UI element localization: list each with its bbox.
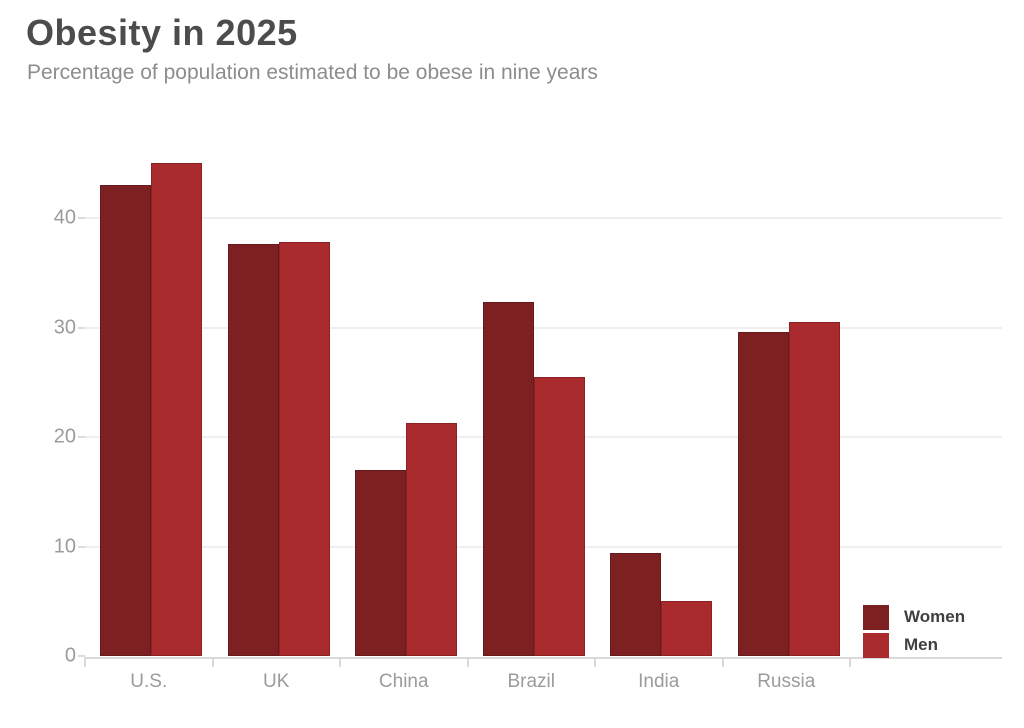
bar-women-uk[interactable] — [227, 244, 279, 656]
legend-swatch-women-icon — [863, 604, 889, 630]
x-axis-tick — [339, 657, 341, 667]
bar-women-brazil[interactable] — [482, 302, 534, 656]
y-axis-tick — [78, 545, 85, 548]
chart-title: Obesity in 2025 — [26, 12, 298, 53]
bar-men-brazil[interactable] — [533, 376, 585, 656]
x-axis-tick — [849, 657, 851, 667]
y-axis-tick — [78, 326, 85, 329]
bar-women-russia[interactable] — [737, 331, 789, 656]
x-axis-label-u-s: U.S. — [130, 671, 168, 692]
y-axis-label: 0 — [64, 644, 76, 667]
x-axis-tick — [466, 657, 469, 667]
x-axis-label-russia: Russia — [757, 671, 816, 692]
legend-label-women: Women — [904, 607, 966, 626]
x-axis-tick — [721, 657, 724, 667]
y-gridline — [85, 326, 1002, 329]
x-axis-label-india: India — [638, 671, 680, 692]
y-axis-label: 20 — [53, 425, 76, 448]
x-axis-label-uk: UK — [263, 671, 290, 692]
x-axis-line — [85, 657, 1002, 659]
x-axis-tick — [594, 657, 596, 667]
y-gridline — [85, 217, 1002, 219]
bar-men-russia[interactable] — [788, 322, 840, 656]
legend: Women Men — [863, 604, 965, 660]
legend-swatch-men-icon — [863, 632, 889, 658]
x-axis-label-brazil: Brazil — [507, 671, 556, 692]
bar-men-china[interactable] — [406, 422, 458, 656]
y-axis-label: 10 — [53, 535, 76, 557]
legend-item-men[interactable]: Men — [863, 632, 965, 658]
legend-label-men: Men — [904, 635, 938, 654]
x-axis-label-china: China — [378, 671, 429, 692]
y-axis-tick — [78, 655, 85, 657]
y-axis-tick — [78, 217, 85, 219]
legend-item-women[interactable]: Women — [863, 604, 965, 630]
x-axis-tick — [84, 657, 86, 667]
y-axis-label: 40 — [53, 206, 76, 229]
chart-subtitle: Percentage of population estimated to be… — [27, 61, 598, 84]
bar-men-uk[interactable] — [278, 242, 330, 656]
bar-men-u-s[interactable] — [151, 163, 203, 656]
x-axis-tick — [211, 657, 214, 667]
bar-women-u-s[interactable] — [100, 185, 152, 656]
y-axis-tick — [78, 436, 85, 438]
y-axis-label: 30 — [53, 316, 76, 338]
bar-men-india[interactable] — [661, 601, 713, 656]
bar-women-india[interactable] — [610, 553, 662, 656]
bar-women-china[interactable] — [355, 469, 407, 656]
